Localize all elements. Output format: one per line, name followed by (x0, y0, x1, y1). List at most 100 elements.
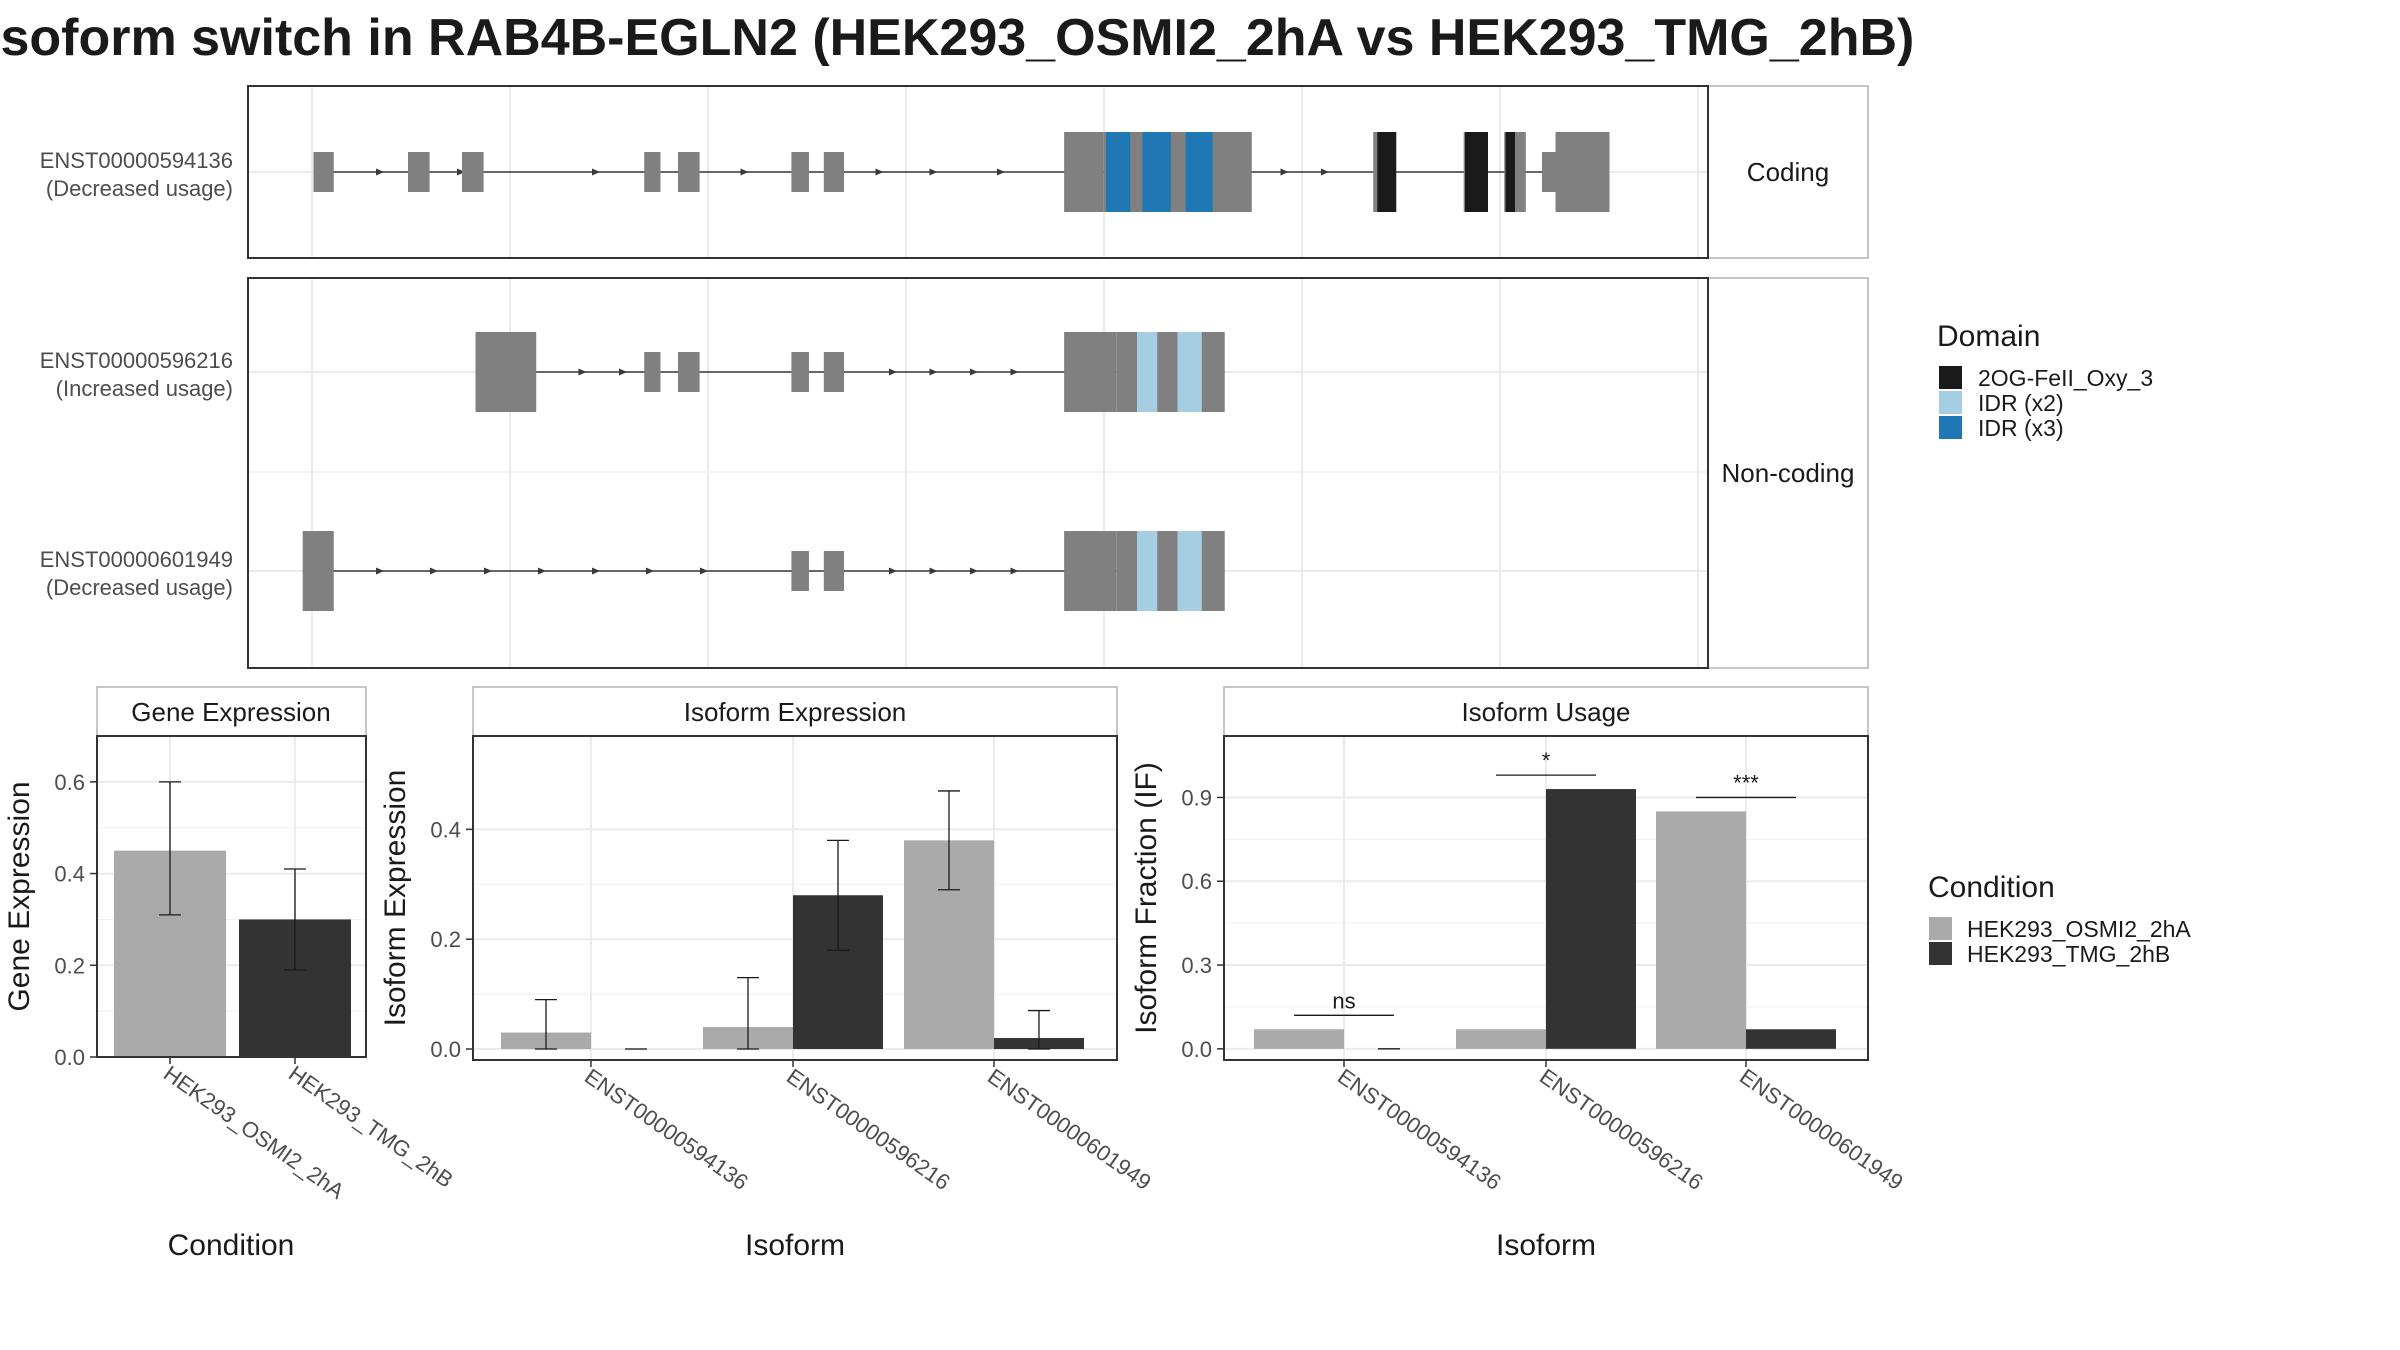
direction-arrow (929, 567, 938, 575)
panel-border (472, 735, 1118, 1061)
direction-arrow (1280, 168, 1289, 176)
exon (1116, 332, 1225, 412)
direction-arrow (376, 567, 384, 575)
facet-strip (1707, 85, 1869, 259)
exon (475, 332, 537, 412)
exon (644, 152, 661, 192)
domain-block (1505, 132, 1515, 212)
y-tick-label: 0.2 (54, 953, 85, 978)
exon (1064, 332, 1117, 412)
direction-arrow (538, 567, 546, 575)
y-tick-label: 0.4 (54, 862, 85, 887)
exon (1064, 531, 1117, 611)
domain-legend-label: 2OG-FeII_Oxy_3 (1978, 365, 2153, 391)
domain-block (1465, 132, 1488, 212)
y-axis-label: Isoform Fraction (IF) (1130, 762, 1163, 1034)
exon (644, 352, 661, 392)
x-tick-label: ENST00000596216 (782, 1064, 955, 1195)
direction-arrow (740, 168, 749, 176)
exon (1555, 132, 1610, 212)
direction-arrow (1010, 368, 1019, 376)
x-tick-label: ENST00000601949 (983, 1064, 1156, 1195)
condition-legend-label: HEK293_TMG_2hB (1967, 941, 2170, 967)
exon (462, 152, 484, 192)
exon (313, 152, 334, 192)
bar (1546, 789, 1636, 1049)
significance-label: * (1542, 748, 1551, 773)
condition-legend-swatch (1929, 942, 1952, 965)
domain-block (1177, 531, 1202, 611)
direction-arrow (997, 168, 1005, 176)
exon (791, 152, 809, 192)
condition-legend-title: Condition (1928, 871, 2055, 904)
facet-label: Coding (1747, 157, 1829, 187)
panel-border (96, 735, 367, 1058)
panel-strip (472, 686, 1118, 737)
direction-arrow (970, 567, 978, 575)
domain-block (1142, 132, 1171, 212)
domain-legend-swatch (1939, 391, 1962, 414)
direction-arrow (457, 168, 465, 176)
domain-legend-swatch (1939, 366, 1962, 389)
y-axis-label: Gene Expression (3, 781, 36, 1011)
significance-label: ns (1332, 988, 1355, 1013)
y-tick-label: 0.0 (1181, 1037, 1212, 1062)
domain-legend-title: Domain (1937, 320, 2040, 353)
y-tick-label: 0.0 (430, 1037, 461, 1062)
direction-arrow (929, 368, 938, 376)
domain-block (1185, 132, 1213, 212)
structure-panel-bg (248, 278, 1708, 668)
direction-arrow (875, 168, 884, 176)
isoform-id-label: ENST00000601949 (40, 547, 233, 572)
exon (678, 352, 700, 392)
y-tick-label: 0.9 (1181, 785, 1212, 810)
direction-arrow (970, 368, 978, 376)
exon (823, 152, 845, 192)
x-axis-label: Isoform (745, 1229, 845, 1262)
domain-legend-swatch (1939, 416, 1962, 439)
isoform-usage-label: (Decreased usage) (46, 176, 233, 201)
structure-panel-border (247, 85, 1709, 259)
x-axis-label: Condition (168, 1229, 295, 1262)
direction-arrow (592, 168, 600, 176)
exon (302, 531, 334, 611)
x-tick-label: ENST00000596216 (1535, 1064, 1708, 1195)
exon (1542, 152, 1556, 192)
panel-title: Gene Expression (131, 697, 330, 727)
y-tick-label: 0.4 (430, 817, 461, 842)
isoform-usage-label: (Decreased usage) (46, 575, 233, 600)
bar (1456, 1029, 1546, 1049)
exon (1064, 132, 1104, 212)
domain-legend-label: IDR (x3) (1978, 415, 2064, 441)
isoform-id-label: ENST00000594136 (40, 148, 233, 173)
direction-arrow (929, 168, 938, 176)
direction-arrow (592, 567, 600, 575)
domain-block (1177, 332, 1202, 412)
y-tick-label: 0.3 (1181, 953, 1212, 978)
y-tick-label: 0.6 (1181, 869, 1212, 894)
bar-panels: Gene Expression 0.0 0.2 0.4 0.6 Gene Expressi… (3, 686, 1908, 1262)
panel-title: Isoform Expression (684, 697, 907, 727)
significance-label: *** (1733, 770, 1759, 795)
x-axis-label: Isoform (1496, 1229, 1596, 1262)
isoform-usage-label: (Increased usage) (56, 376, 233, 401)
exon (823, 352, 845, 392)
direction-arrow (1321, 168, 1329, 176)
domain-block (1137, 531, 1158, 611)
y-tick-label: 0.6 (54, 770, 85, 795)
domain-block (1105, 132, 1131, 212)
isoform-id-label: ENST00000596216 (40, 348, 233, 373)
bar (1656, 811, 1746, 1049)
x-tick-label: ENST00000601949 (1735, 1064, 1908, 1195)
bar (1746, 1029, 1836, 1049)
exon (408, 152, 430, 192)
y-tick-label: 0.2 (430, 927, 461, 952)
exon (1116, 531, 1225, 611)
domain-block (1137, 332, 1158, 412)
domain-block (1377, 132, 1397, 212)
condition-legend-label: HEK293_OSMI2_2hA (1967, 916, 2191, 942)
structure-panel-border (247, 277, 1709, 669)
panel-title: Isoform Usage (1461, 697, 1630, 727)
